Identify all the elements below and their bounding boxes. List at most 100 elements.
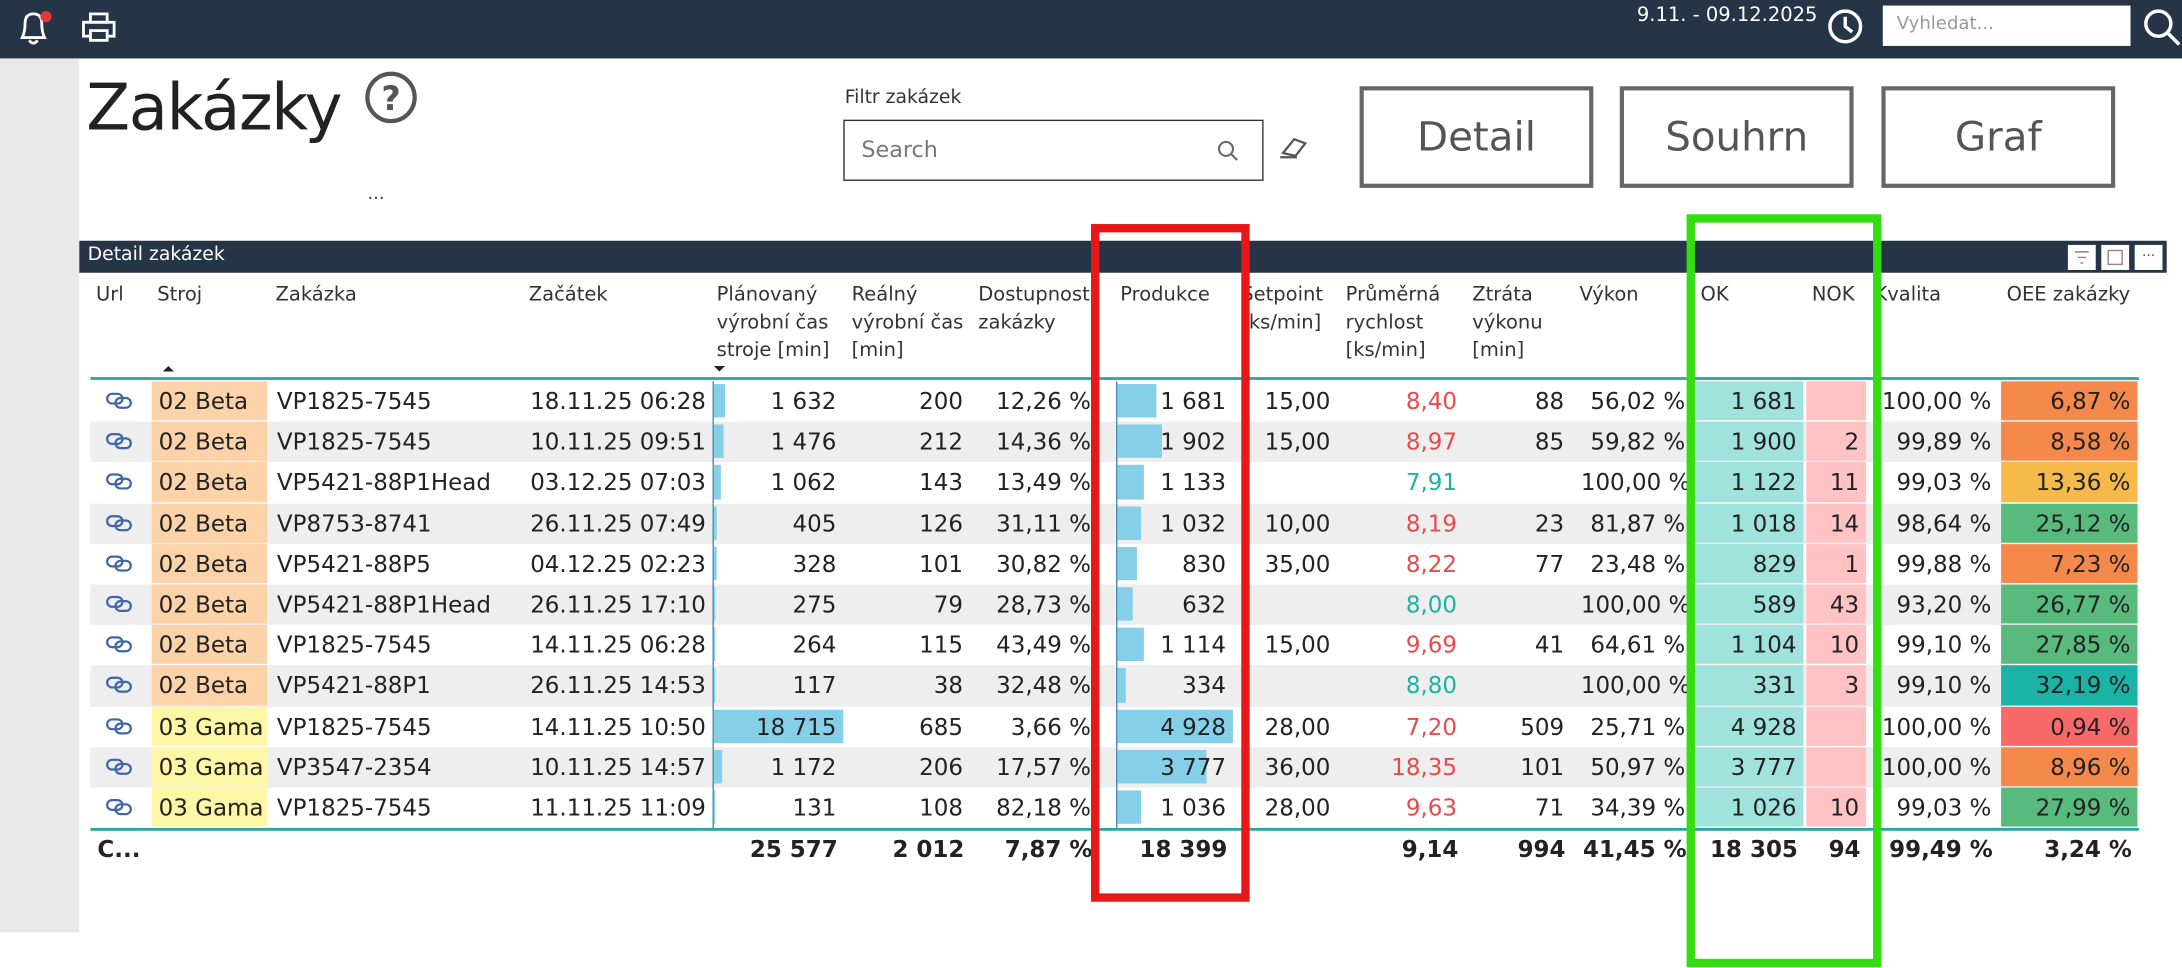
url-link-icon[interactable] bbox=[104, 715, 135, 737]
table-cell: 4 928 bbox=[1730, 713, 1797, 740]
filter-input[interactable]: Search bbox=[843, 119, 1264, 181]
data-bar bbox=[713, 505, 717, 540]
url-link-icon[interactable] bbox=[104, 512, 135, 534]
table-cell: 27,99 % bbox=[2035, 794, 2131, 822]
data-bar bbox=[713, 546, 717, 581]
cell-background bbox=[2001, 787, 2138, 827]
table-cell: 1 104 bbox=[1730, 632, 1797, 659]
table-cell: 17,57 % bbox=[996, 753, 1091, 781]
notification-icon[interactable] bbox=[11, 7, 56, 49]
clear-filter-icon[interactable] bbox=[1277, 134, 1310, 162]
summary-button[interactable]: Souhrn bbox=[1619, 86, 1854, 188]
data-bar bbox=[713, 384, 726, 418]
cell-background bbox=[1806, 665, 1867, 705]
filter-search-icon bbox=[1217, 140, 1238, 161]
table-cell: 10 bbox=[1829, 794, 1860, 822]
url-link-icon[interactable] bbox=[104, 674, 135, 696]
cell-divider bbox=[712, 665, 714, 707]
column-header[interactable]: Zakázka bbox=[275, 283, 357, 307]
table-cell: 143 bbox=[919, 469, 963, 496]
table-cell: VP1825-7545 bbox=[276, 713, 432, 740]
data-bar bbox=[713, 424, 725, 459]
cell-divider bbox=[712, 543, 714, 585]
data-bar bbox=[1117, 790, 1142, 825]
url-link-icon[interactable] bbox=[104, 390, 135, 412]
column-header[interactable]: Průměrná rychlost [ks/min] bbox=[1345, 283, 1441, 362]
table-cell: 100,00 % bbox=[1580, 591, 1691, 618]
help-icon[interactable]: ? bbox=[363, 70, 421, 128]
table-toolbar[interactable]: ··· bbox=[2066, 244, 2166, 272]
table-cell: 23,48 % bbox=[1590, 550, 1686, 578]
cell-divider bbox=[712, 787, 714, 829]
column-header[interactable]: Produkce bbox=[1120, 283, 1210, 307]
cell-background bbox=[151, 787, 268, 827]
table-cell: 43,49 % bbox=[996, 632, 1091, 659]
total-cell: 99,49 % bbox=[1889, 836, 1993, 864]
table-cell: 9,63 bbox=[1405, 794, 1457, 822]
search-icon[interactable] bbox=[2140, 6, 2182, 48]
table-cell: 200 bbox=[919, 388, 963, 415]
column-header[interactable]: NOK bbox=[1811, 283, 1855, 307]
print-icon[interactable] bbox=[78, 8, 120, 47]
table-cell: 4 928 bbox=[1160, 713, 1226, 740]
table-cell: 1 018 bbox=[1730, 510, 1797, 537]
table-cell: 18 715 bbox=[755, 713, 837, 740]
table-cell: 23 bbox=[1534, 510, 1565, 537]
column-header[interactable]: Url bbox=[96, 283, 124, 307]
cell-divider bbox=[1116, 462, 1118, 504]
table-cell: VP5421-88P1 bbox=[276, 672, 431, 700]
cell-background bbox=[1694, 421, 1804, 462]
table-cell: 99,03 % bbox=[1896, 469, 1992, 496]
column-header[interactable]: Stroj bbox=[157, 283, 203, 307]
url-link-icon[interactable] bbox=[104, 552, 135, 574]
column-header[interactable]: Setpoint [ks/min] bbox=[1241, 283, 1323, 334]
url-link-icon[interactable] bbox=[104, 755, 135, 777]
url-link-icon[interactable] bbox=[104, 471, 135, 493]
detail-button[interactable]: Detail bbox=[1359, 86, 1594, 188]
column-header[interactable]: Začátek bbox=[528, 283, 608, 307]
total-cell: 994 bbox=[1517, 836, 1566, 864]
global-search[interactable]: Vyhledat... bbox=[1882, 5, 2131, 46]
table-cell: 2 bbox=[1844, 428, 1860, 456]
clock-icon[interactable] bbox=[1826, 7, 1865, 46]
graph-button[interactable]: Graf bbox=[1881, 86, 2116, 188]
date-range[interactable]: 9.11. - 09.12.2025 bbox=[1636, 4, 1818, 27]
column-header[interactable]: Výkon bbox=[1579, 283, 1639, 307]
table-cell: 88 bbox=[1534, 388, 1565, 415]
url-link-icon[interactable] bbox=[104, 796, 135, 818]
data-bar bbox=[1117, 627, 1144, 662]
column-header[interactable]: Ztráta výkonu [min] bbox=[1472, 283, 1543, 362]
column-header[interactable]: Reálný výrobní čas [min] bbox=[851, 283, 964, 362]
total-cell: 25 577 bbox=[749, 836, 838, 864]
cell-background bbox=[2001, 665, 2138, 705]
column-header[interactable]: Kvalita bbox=[1874, 283, 1942, 307]
table-cell: 14.11.25 10:50 bbox=[530, 713, 706, 740]
cell-divider bbox=[712, 584, 714, 626]
table-cell: 02 Beta bbox=[158, 672, 249, 700]
cell-background bbox=[2001, 462, 2138, 502]
cell-background bbox=[2001, 584, 2138, 624]
column-header[interactable]: Plánovaný výrobní čas stroje [min] bbox=[716, 283, 830, 362]
table-cell: 8,58 % bbox=[2050, 428, 2131, 456]
more-menu[interactable]: ... bbox=[367, 183, 385, 205]
column-header[interactable]: OEE zakázky bbox=[2006, 283, 2131, 307]
table-cell: 26.11.25 07:49 bbox=[530, 510, 706, 537]
url-link-icon[interactable] bbox=[104, 430, 135, 452]
table-cell: 1 902 bbox=[1160, 428, 1226, 456]
column-header[interactable]: Dostupnost zakázky bbox=[978, 283, 1090, 334]
table-cell: 3 777 bbox=[1160, 753, 1226, 781]
table-cell: 830 bbox=[1182, 550, 1226, 578]
data-bar bbox=[1117, 709, 1233, 743]
table-cell: 101 bbox=[1520, 753, 1565, 781]
cell-background bbox=[1806, 706, 1867, 746]
table-cell: 32,48 % bbox=[996, 672, 1091, 700]
url-link-icon[interactable] bbox=[104, 593, 135, 615]
url-link-icon[interactable] bbox=[104, 633, 135, 655]
side-strip bbox=[0, 58, 80, 933]
table-cell: 93,20 % bbox=[1896, 591, 1992, 618]
data-bar bbox=[713, 465, 722, 499]
total-line bbox=[90, 828, 2139, 831]
column-header[interactable]: OK bbox=[1700, 283, 1729, 307]
